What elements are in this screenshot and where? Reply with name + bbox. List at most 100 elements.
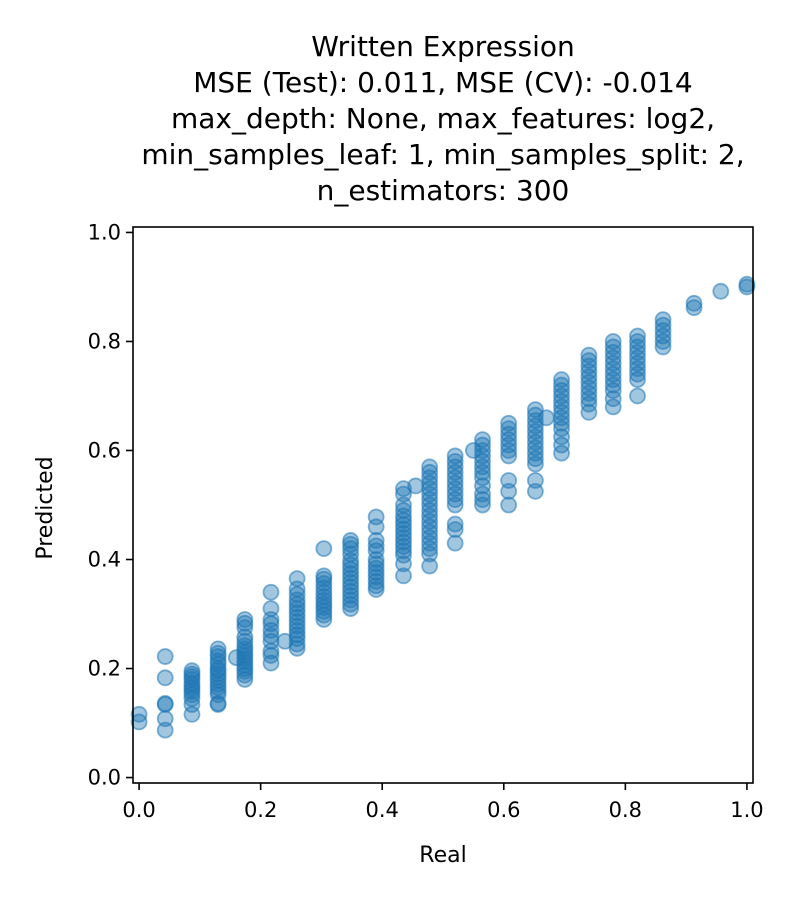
data-point [553, 376, 570, 394]
data-point [315, 567, 333, 585]
y-tick-label: 1.0 [88, 220, 121, 244]
y-tick-label: 0.8 [88, 329, 121, 353]
data-point [288, 626, 306, 644]
data-point [685, 299, 703, 317]
data-point [395, 542, 412, 560]
data-point [738, 275, 756, 293]
data-point [580, 352, 598, 369]
data-point [654, 311, 672, 329]
x-axis-ticks: 0.0 0.2 0.4 0.6 0.8 1.0 [122, 783, 764, 822]
data-point [629, 327, 646, 345]
data-point [342, 574, 360, 591]
plot-frame [132, 226, 754, 784]
data-point [395, 529, 412, 547]
data-point [236, 632, 254, 650]
y-axis-ticks: 0.0 0.2 0.4 0.6 0.8 1.0 [88, 220, 133, 790]
data-point [209, 644, 227, 662]
data-point [629, 387, 646, 405]
data-point [537, 409, 555, 427]
data-point [342, 600, 360, 617]
data-point [367, 532, 385, 549]
data-point [421, 458, 439, 476]
data-point [342, 532, 360, 549]
data-point [130, 705, 148, 723]
y-tick-label: 0.4 [88, 548, 121, 572]
data-point [156, 669, 174, 687]
data-point [315, 540, 333, 558]
data-point [421, 557, 439, 575]
data-point [367, 559, 385, 577]
chart-title: Written Expression MSE (Test): 0.011, MS… [141, 30, 744, 207]
x-axis-label: Real [419, 843, 466, 868]
data-point [367, 572, 385, 590]
x-tick-label: 0.6 [487, 798, 520, 822]
y-tick-label: 0.0 [88, 766, 121, 790]
data-point [342, 578, 360, 596]
data-point [156, 695, 174, 712]
data-point [654, 316, 672, 334]
data-point [395, 480, 412, 498]
data-point [580, 346, 598, 364]
data-point [342, 565, 360, 583]
data-point [604, 333, 622, 350]
data-point [288, 604, 306, 622]
data-point [342, 595, 360, 613]
data-point [288, 608, 306, 626]
data-point [446, 452, 464, 470]
data-point [553, 371, 570, 389]
data-point [367, 555, 385, 573]
data-point [500, 472, 518, 489]
data-point [262, 600, 280, 617]
data-point [342, 582, 360, 600]
data-point [342, 591, 360, 609]
data-point [288, 570, 306, 587]
data-point [236, 614, 254, 632]
data-point [342, 552, 360, 569]
data-point [236, 611, 254, 628]
data-point [526, 401, 544, 419]
title-line-2: MSE (Test): 0.011, MSE (CV): -0.014 [193, 66, 692, 99]
data-point [474, 436, 491, 454]
y-tick-label: 0.6 [88, 438, 121, 462]
data-point [209, 640, 227, 658]
data-point [288, 621, 306, 639]
data-point [446, 534, 464, 552]
data-point [395, 546, 412, 564]
title-line-5: n_estimators: 300 [317, 174, 570, 207]
data-point [367, 551, 385, 568]
x-tick-label: 0.2 [244, 798, 277, 822]
data-point [421, 463, 439, 481]
data-point [446, 521, 464, 538]
data-point [395, 555, 412, 573]
x-tick-label: 0.0 [122, 798, 155, 822]
data-point [604, 338, 622, 356]
data-point [262, 627, 280, 645]
y-tick-label: 0.2 [88, 657, 121, 681]
data-point [342, 587, 360, 604]
title-line-3: max_depth: None, max_features: log2, [171, 102, 715, 135]
data-point [342, 569, 360, 587]
data-point [500, 414, 518, 432]
data-point [156, 648, 174, 665]
data-point [342, 535, 360, 553]
title-line-4: min_samples_leaf: 1, min_samples_split: … [141, 138, 744, 171]
data-point [526, 472, 544, 489]
data-point [395, 485, 412, 503]
data-point [315, 579, 333, 597]
data-point [395, 520, 412, 538]
data-point [629, 333, 646, 350]
x-tick-label: 0.8 [609, 798, 642, 822]
data-point [183, 662, 201, 680]
data-points [130, 275, 756, 739]
data-point [474, 491, 491, 508]
data-point [500, 496, 518, 514]
data-point [288, 613, 306, 631]
y-axis-label: Predicted [33, 456, 58, 559]
x-tick-label: 1.0 [730, 798, 763, 822]
data-point [685, 294, 703, 312]
data-point [712, 282, 730, 300]
data-point [262, 583, 280, 601]
title-line-1: Written Expression [311, 30, 575, 63]
data-point [367, 564, 385, 581]
